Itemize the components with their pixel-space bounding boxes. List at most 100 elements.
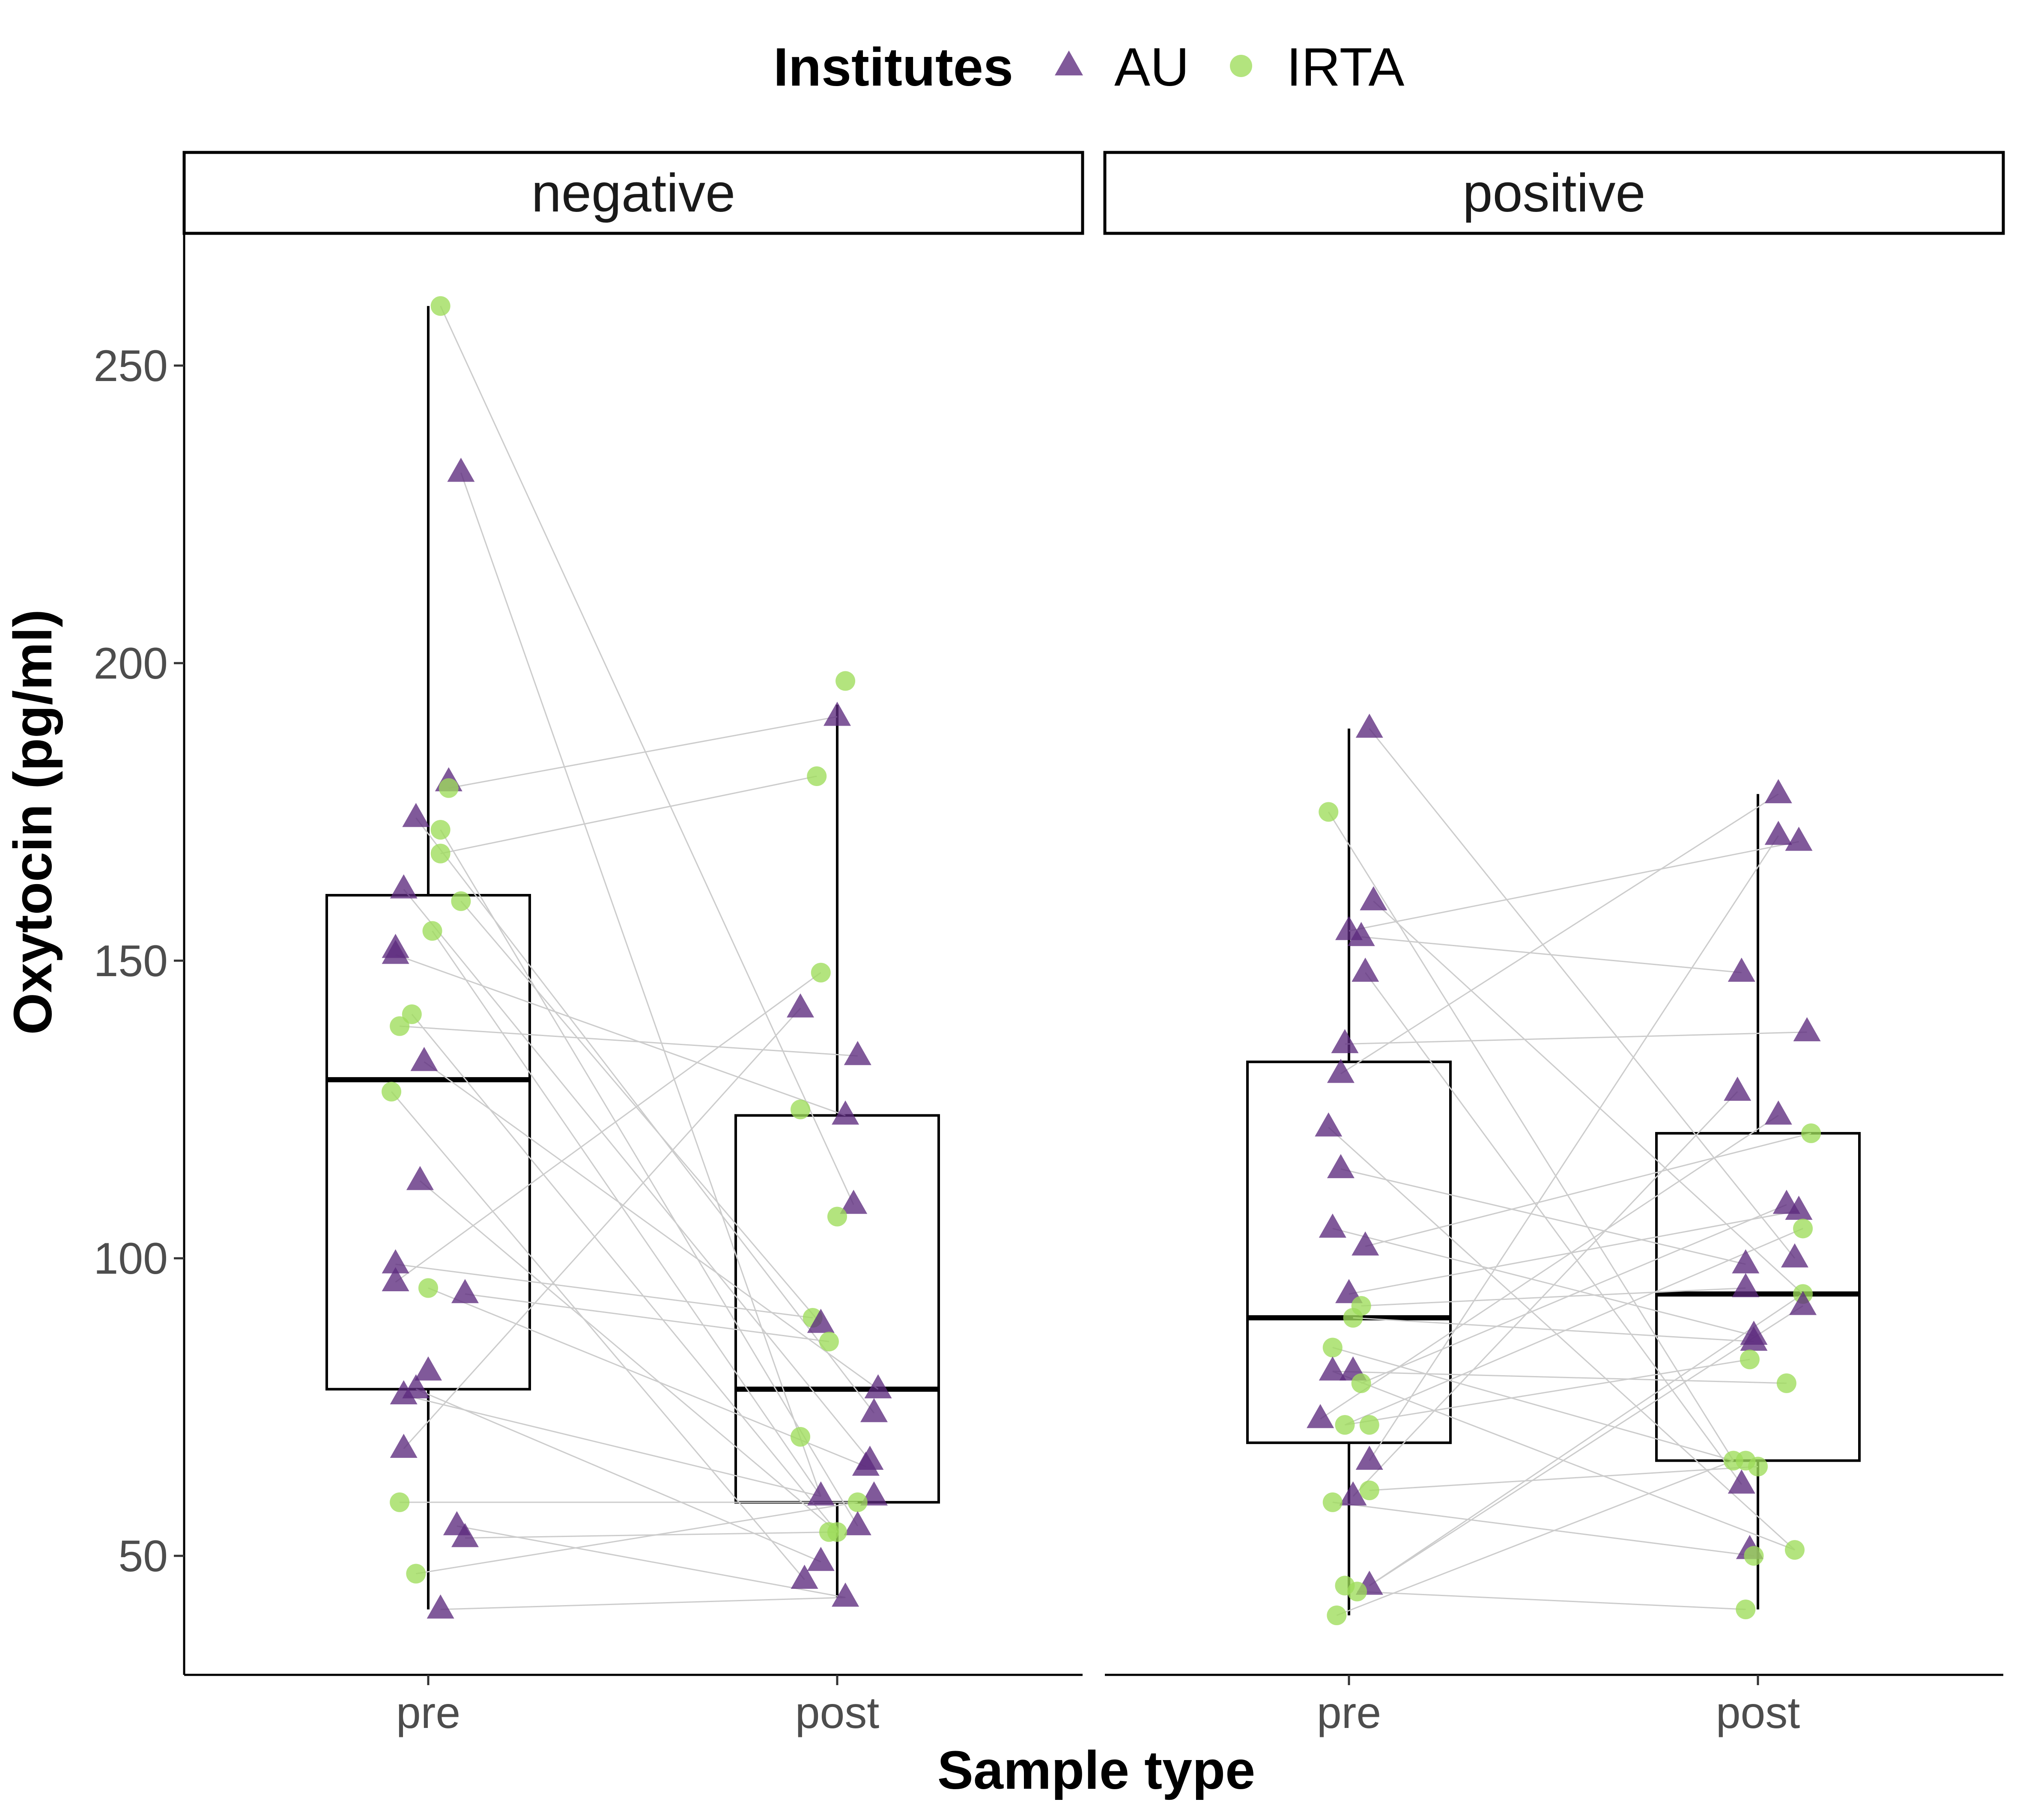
point-irta bbox=[807, 766, 827, 786]
point-irta bbox=[382, 1081, 402, 1102]
point-au bbox=[791, 1564, 818, 1589]
legend-label-au: AU bbox=[1114, 37, 1189, 97]
pair-line bbox=[416, 1501, 858, 1575]
pair-line bbox=[1340, 793, 1779, 1075]
x-tick-label-post: post bbox=[795, 1688, 880, 1738]
point-au bbox=[1728, 1469, 1755, 1494]
point-au bbox=[382, 1267, 409, 1291]
point-irta bbox=[1784, 1540, 1805, 1560]
point-irta bbox=[819, 1331, 839, 1352]
y-tick-label-250: 250 bbox=[93, 341, 168, 391]
pair-line bbox=[1369, 1466, 1758, 1491]
point-irta bbox=[430, 843, 451, 864]
pair-line bbox=[391, 1091, 805, 1580]
pair-line bbox=[411, 1014, 838, 1533]
pair-line bbox=[440, 829, 859, 1527]
strip-label-positive: positive bbox=[1462, 163, 1645, 223]
pair-line bbox=[395, 954, 846, 1116]
pair-lines bbox=[391, 306, 879, 1610]
point-irta bbox=[430, 296, 451, 316]
box-post bbox=[734, 705, 940, 1598]
y-tick-label-150: 150 bbox=[93, 936, 168, 986]
point-au bbox=[402, 803, 430, 827]
point-irta bbox=[451, 891, 471, 911]
point-au bbox=[410, 1047, 438, 1071]
pair-line bbox=[403, 889, 871, 1461]
point-au bbox=[1339, 1481, 1367, 1506]
legend: Institutes AU IRTA bbox=[773, 37, 1404, 97]
y-tick-label-200: 200 bbox=[93, 639, 168, 688]
point-irta bbox=[402, 1004, 422, 1025]
point-au bbox=[1355, 1445, 1383, 1470]
pair-line bbox=[419, 1180, 838, 1533]
pair-line bbox=[424, 1061, 879, 1390]
point-au bbox=[1740, 1326, 1768, 1351]
point-au bbox=[864, 1374, 892, 1399]
box-pre bbox=[325, 306, 531, 1610]
point-au bbox=[382, 1249, 409, 1274]
point-au bbox=[1307, 1404, 1334, 1428]
point-au bbox=[1732, 1249, 1760, 1274]
point-irta bbox=[430, 820, 451, 840]
legend-marker-irta-circle bbox=[1230, 55, 1252, 77]
pair-line bbox=[395, 1263, 813, 1319]
point-irta bbox=[1748, 1457, 1768, 1477]
strip-label-negative: negative bbox=[531, 163, 735, 223]
point-au bbox=[390, 874, 418, 899]
y-tick-label-50: 50 bbox=[118, 1531, 168, 1581]
point-irta bbox=[1319, 802, 1339, 822]
legend-label-irta: IRTA bbox=[1286, 37, 1404, 97]
point-au bbox=[1335, 1279, 1363, 1303]
point-irta bbox=[422, 921, 442, 941]
point-au bbox=[807, 1546, 835, 1571]
point-irta bbox=[1740, 1349, 1760, 1370]
point-au bbox=[1764, 1100, 1792, 1125]
pair-lines bbox=[1320, 728, 1811, 1616]
point-au bbox=[1352, 957, 1379, 982]
point-irta bbox=[1335, 1415, 1355, 1435]
point-au bbox=[390, 1380, 418, 1405]
point-irta bbox=[1744, 1546, 1764, 1566]
pair-line bbox=[1340, 1168, 1746, 1265]
point-au bbox=[390, 1433, 418, 1458]
point-irta bbox=[791, 1427, 811, 1447]
pair-line bbox=[1361, 1204, 1787, 1384]
point-irta bbox=[811, 962, 831, 983]
point-au bbox=[406, 1166, 434, 1190]
point-irta bbox=[1793, 1218, 1813, 1239]
pair-line bbox=[1349, 841, 1799, 932]
point-irta bbox=[1736, 1600, 1756, 1620]
point-au bbox=[1352, 1231, 1379, 1256]
point-au bbox=[382, 940, 409, 964]
point-au bbox=[844, 1511, 871, 1535]
pair-line bbox=[1332, 1501, 1754, 1557]
point-irta bbox=[390, 1492, 410, 1512]
x-tick-label-pre: pre bbox=[1317, 1688, 1381, 1738]
point-irta bbox=[819, 1522, 839, 1542]
point-au bbox=[1327, 1059, 1355, 1083]
point-irta bbox=[1801, 1123, 1821, 1144]
point-irta bbox=[1351, 1373, 1371, 1393]
point-irta bbox=[439, 778, 459, 798]
point-au bbox=[1331, 1029, 1359, 1053]
point-au bbox=[1347, 922, 1375, 946]
legend-marker-au-triangle bbox=[1055, 50, 1083, 76]
pair-line bbox=[1361, 1287, 1746, 1307]
point-au bbox=[1360, 886, 1387, 911]
point-au bbox=[1319, 1356, 1346, 1381]
pair-line bbox=[1328, 1127, 1795, 1551]
point-au bbox=[415, 1356, 442, 1381]
pair-line bbox=[440, 1597, 846, 1610]
data-points bbox=[1307, 713, 1821, 1625]
point-au bbox=[1789, 1291, 1817, 1315]
pair-line bbox=[1332, 1227, 1754, 1337]
pair-line bbox=[460, 472, 822, 1497]
pair-line bbox=[440, 775, 817, 855]
point-au bbox=[787, 993, 815, 1018]
pair-line bbox=[1344, 1228, 1803, 1426]
point-au bbox=[840, 1189, 868, 1214]
pair-line bbox=[1345, 1031, 1807, 1045]
facet-panels: negative 50 100 150 200 250 pre post positive pre… bbox=[93, 151, 2005, 1738]
point-au bbox=[1315, 1112, 1343, 1137]
